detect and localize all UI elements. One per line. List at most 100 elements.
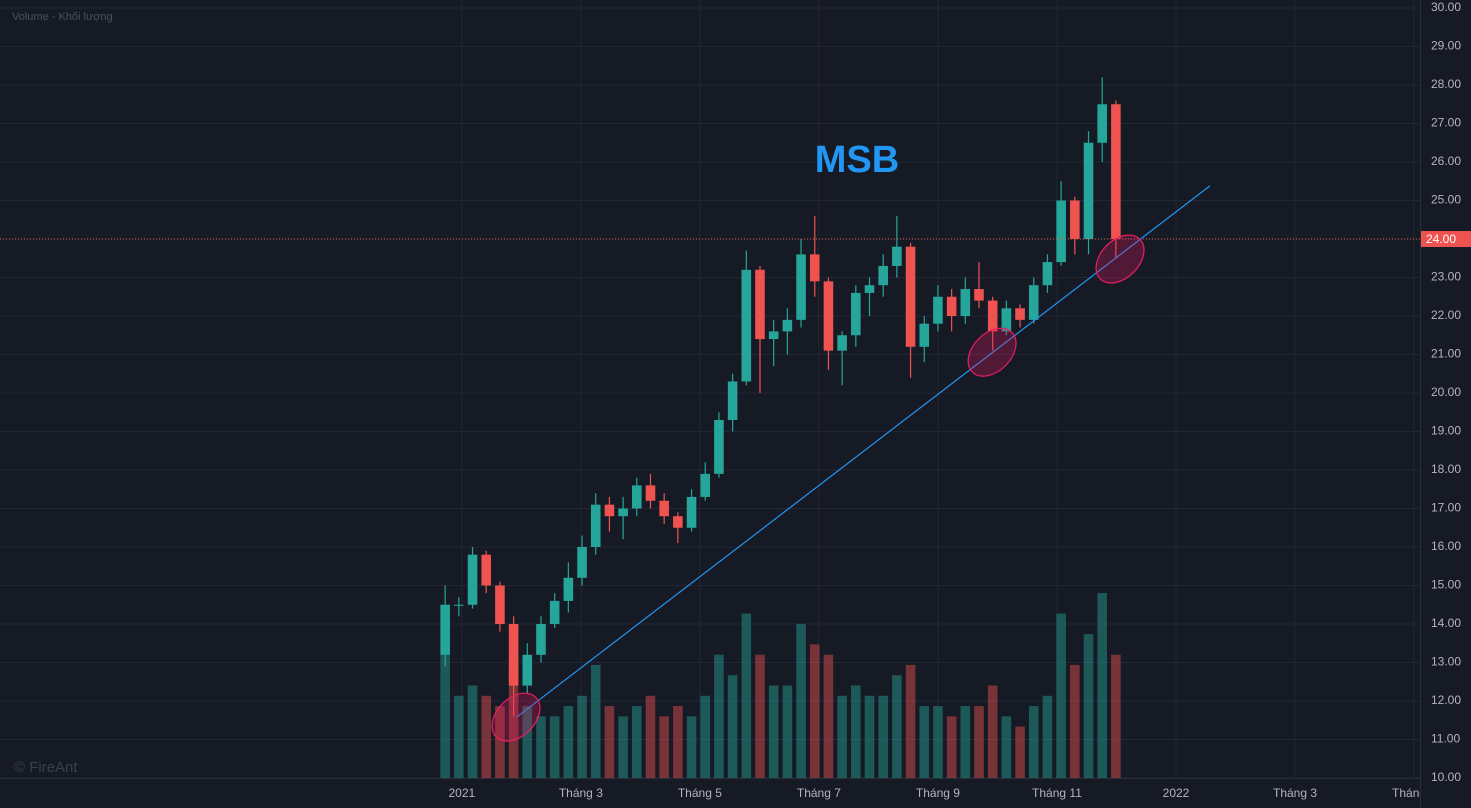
- y-tick-label: 21.00: [1431, 347, 1461, 361]
- volume-bar: [919, 706, 930, 778]
- volume-bar: [1001, 716, 1012, 778]
- volume-bar: [508, 664, 519, 778]
- x-tick-label: 2021: [448, 786, 475, 800]
- volume-bar: [905, 664, 916, 778]
- chart-title: MSB: [815, 139, 899, 181]
- candle-body: [700, 473, 711, 497]
- x-tick-label: Tháng 3: [559, 786, 603, 800]
- candle-body: [714, 419, 724, 474]
- volume-bar: [851, 685, 861, 778]
- pane-label: Volume - Khối lượng: [12, 11, 113, 23]
- highlight-ellipse: [491, 692, 541, 742]
- y-tick-label: 13.00: [1431, 655, 1461, 669]
- candle-body: [440, 604, 450, 655]
- volume-bar: [782, 685, 793, 778]
- y-tick-label: 16.00: [1431, 539, 1461, 553]
- highlight-ellipse: [967, 327, 1017, 377]
- volume-bar: [1070, 664, 1080, 778]
- candle-body: [974, 289, 984, 301]
- volume-bar: [892, 675, 902, 778]
- candle-body: [1056, 200, 1066, 263]
- y-tick-label: 11.00: [1431, 732, 1460, 746]
- highlight-ellipse: [1095, 234, 1145, 284]
- y-tick-label: 29.00: [1431, 39, 1461, 53]
- x-axis: 2021 Tháng 3 Tháng 5 Tháng 7 Tháng 9 Tháng 11…: [448, 786, 1436, 800]
- volume-bar: [1042, 695, 1053, 778]
- volume-bar: [536, 716, 546, 778]
- grid: [0, 0, 1420, 779]
- volume-bar: [563, 706, 574, 778]
- candle-body: [1042, 262, 1053, 286]
- x-tick-label: Tháng 7: [797, 786, 841, 800]
- volume-bar: [809, 644, 820, 778]
- candle-body: [604, 504, 615, 517]
- last-price-label: 24.00: [1426, 232, 1456, 246]
- candle-body: [864, 285, 875, 293]
- candle-body: [1015, 308, 1025, 320]
- candle-body: [837, 335, 847, 351]
- candle-body: [905, 246, 916, 347]
- volume-bar: [714, 654, 724, 778]
- candle-body: [686, 496, 697, 528]
- volume-bar: [522, 706, 533, 778]
- x-tick-label: Tháng 9: [916, 786, 960, 800]
- volume-bar: [1015, 726, 1025, 778]
- x-tick-label: 2022: [1163, 786, 1190, 800]
- candle-body: [508, 624, 519, 686]
- volume-bar: [549, 716, 560, 778]
- candle-body: [536, 624, 546, 655]
- y-tick-label: 19.00: [1431, 424, 1461, 438]
- candle-body: [809, 254, 820, 282]
- price-axis-panel: [1420, 0, 1471, 808]
- last-price-badge: [1421, 231, 1471, 247]
- candle-body: [878, 265, 888, 286]
- candle-body: [796, 254, 806, 320]
- volume-bar: [823, 654, 834, 778]
- volume-bar: [768, 685, 779, 778]
- candle-body: [645, 485, 656, 501]
- y-tick-label: 25.00: [1431, 193, 1461, 207]
- candle-body: [823, 281, 834, 351]
- volume-bar: [632, 706, 642, 778]
- volume-bar: [700, 695, 711, 778]
- y-tick-label: 22.00: [1431, 308, 1461, 322]
- y-tick-label: 10.00: [1431, 770, 1461, 784]
- volume-bar: [864, 695, 875, 778]
- candle-body: [454, 604, 464, 606]
- volume-bar: [686, 716, 697, 778]
- trend-line: [516, 185, 1211, 718]
- volume-bar: [1111, 654, 1121, 778]
- candle-body: [1070, 200, 1080, 239]
- y-tick-label: 27.00: [1431, 116, 1461, 130]
- candle-body: [919, 323, 930, 347]
- candle-body: [632, 485, 642, 509]
- y-tick-label: 30.00: [1431, 0, 1461, 14]
- candle-body: [549, 600, 560, 624]
- candle-body: [659, 500, 669, 517]
- volume-bar: [946, 716, 957, 778]
- volume-bar: [577, 695, 587, 778]
- y-tick-label: 23.00: [1431, 270, 1461, 284]
- volume-bar: [1097, 593, 1107, 778]
- y-tick-label: 14.00: [1431, 616, 1461, 630]
- candle-body: [1111, 104, 1121, 239]
- candle-body: [933, 296, 943, 324]
- volume-bar: [974, 706, 984, 778]
- volume-bar: [1056, 613, 1066, 778]
- candle-body: [495, 585, 505, 624]
- volume-bar: [590, 664, 601, 778]
- volume-bar: [604, 706, 615, 778]
- candle-body: [851, 292, 861, 336]
- candle-body: [467, 554, 478, 605]
- candle-body: [673, 516, 683, 528]
- x-tick-label: Tháng 3: [1273, 786, 1317, 800]
- candle-body: [892, 246, 902, 266]
- candle-body: [1097, 104, 1107, 143]
- x-tick-label: Tháng 11: [1032, 786, 1082, 800]
- y-tick-label: 18.00: [1431, 462, 1461, 476]
- volume-bar: [645, 695, 656, 778]
- volume-bar: [755, 654, 765, 778]
- volume-bar: [467, 685, 478, 778]
- candle-body: [1028, 285, 1039, 320]
